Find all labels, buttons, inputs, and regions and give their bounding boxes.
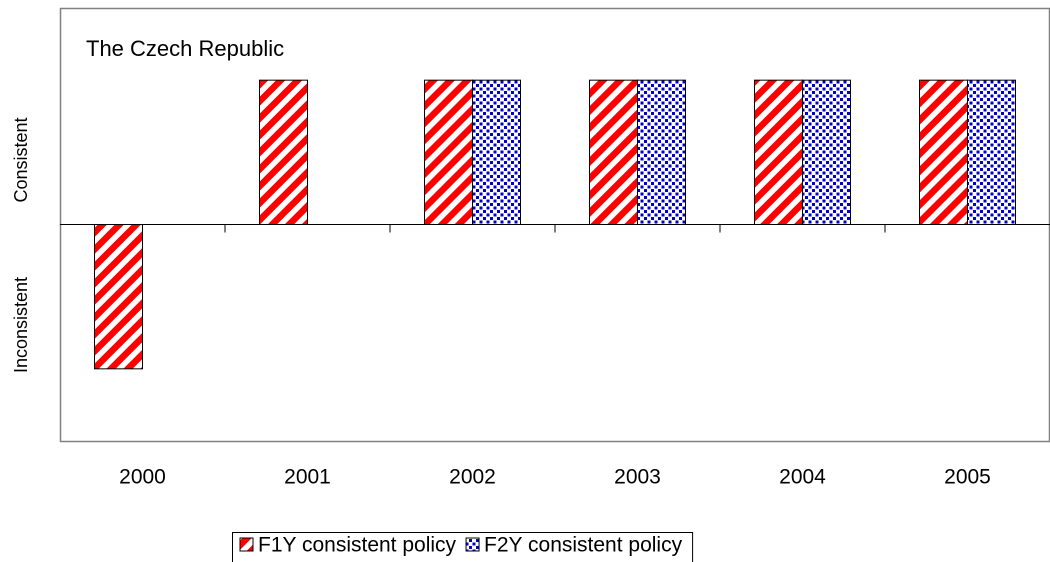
x-tick-label: 2005 [944, 466, 991, 489]
legend-swatch [465, 537, 480, 552]
x-tick-label: 2003 [614, 466, 661, 489]
legend-swatch [239, 537, 254, 552]
x-tick-label: 2002 [449, 466, 496, 489]
chart-title: The Czech Republic [86, 36, 284, 61]
y-axis-label: Inconsistent [11, 277, 31, 373]
legend: F1Y consistent policy F2Y consistent poli… [232, 532, 694, 562]
x-tick-label: 2001 [284, 466, 331, 489]
x-tick-label: 2000 [119, 466, 166, 489]
legend-label: F2Y consistent policy [484, 534, 683, 557]
bar [94, 224, 143, 370]
bar [802, 79, 851, 225]
bar [754, 79, 803, 225]
bar [919, 79, 968, 225]
y-axis-label: Consistent [11, 117, 31, 202]
bar [637, 79, 686, 225]
legend-label: F1Y consistent policy [258, 534, 457, 557]
bar [424, 79, 473, 225]
x-tick-label: 2004 [779, 466, 826, 489]
bar [259, 79, 308, 225]
bar [589, 79, 638, 225]
legend-box [232, 532, 694, 562]
bar [472, 79, 521, 225]
bar [967, 79, 1016, 225]
